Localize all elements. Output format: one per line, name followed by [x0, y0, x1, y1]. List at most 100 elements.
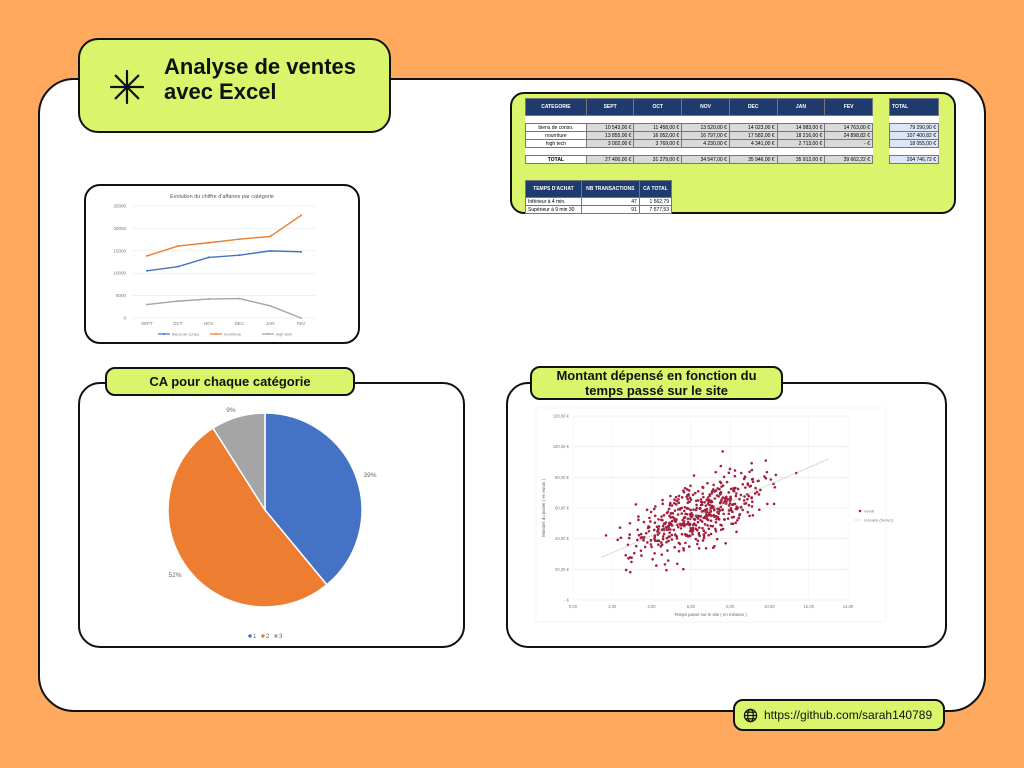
scatter-point [650, 545, 653, 549]
scatter-point [705, 515, 708, 519]
scatter-point [688, 529, 692, 533]
scatter-point [713, 497, 717, 500]
scatter-point [655, 564, 658, 567]
scatter-point [647, 529, 651, 533]
scatter-point [634, 544, 638, 548]
scatter-point [750, 468, 754, 472]
scatter-point [667, 521, 671, 525]
scatter-point [675, 499, 679, 503]
data-point [300, 317, 302, 319]
table-cell: - € [824, 139, 873, 148]
scatter-point [725, 480, 729, 484]
table-cell: 16 797,00 € [681, 131, 730, 140]
scatter-point [763, 475, 766, 478]
scatter-point [711, 524, 715, 528]
time-header-cell: TEMPS D'ACHAT [525, 180, 582, 198]
scatter-point [751, 480, 755, 484]
scatter-point [697, 531, 701, 535]
scatter-point [660, 543, 664, 547]
scatter-point [739, 471, 743, 475]
scatter-point [706, 481, 709, 485]
scatter-point [715, 494, 719, 497]
scatter-point [734, 486, 737, 490]
table-row: Inférieur à 4 min. 47 1 562,79 [525, 197, 673, 206]
scatter-point [637, 515, 640, 518]
scatter-point [696, 499, 700, 502]
pie-slice [211, 412, 266, 513]
scatter-point [710, 490, 714, 493]
series-line [146, 250, 302, 272]
scatter-point [668, 535, 671, 539]
scatter-point [710, 492, 714, 495]
scatter-point [661, 518, 664, 522]
x-tick-label: 2,00 [608, 604, 617, 609]
pie-section-label: CA pour chaque catégorie [105, 367, 355, 396]
scatter-point [717, 518, 721, 521]
data-point [269, 304, 272, 307]
scatter-point [728, 467, 732, 471]
scatter-point [661, 537, 665, 541]
scatter-point [753, 492, 757, 495]
scatter-point [670, 519, 674, 523]
github-link[interactable]: https://github.com/sarah140789 [733, 699, 945, 731]
scatter-point [718, 480, 722, 484]
scatter-point [712, 508, 716, 512]
scatter-point [705, 517, 709, 521]
scatter-point [680, 512, 684, 515]
scatter-point [672, 501, 676, 505]
github-link-text[interactable]: https://github.com/sarah140789 [764, 708, 933, 722]
scatter-point [727, 504, 731, 507]
scatter-point [701, 492, 704, 495]
scatter-point [636, 538, 639, 542]
table-row: biens de conso. 10 543,00 €11 458,00 €13 … [525, 123, 873, 132]
table-cell: 13 520,00 € [681, 123, 730, 132]
scatter-point [723, 518, 726, 521]
scatter-point [747, 503, 751, 507]
scatter-point [639, 549, 643, 552]
scatter-point [675, 537, 679, 540]
y-tick-label: 120,00 € [553, 414, 570, 419]
spacer-row [526, 116, 873, 124]
table-cell: 3 769,00 € [633, 139, 683, 148]
sales-header-cell: FEV [824, 98, 873, 116]
scatter-point [674, 495, 678, 499]
scatter-point [737, 516, 741, 520]
scatter-point [670, 524, 674, 527]
title-line-1: Analyse de ventes [164, 54, 356, 79]
x-tick-label: 12,00 [803, 604, 814, 609]
scatter-label-line-1: Montant dépensé en fonction du [556, 368, 757, 383]
scatter-point [747, 494, 751, 498]
pie-slice [264, 412, 363, 586]
data-point [207, 241, 210, 244]
scatter-point [687, 489, 691, 492]
scatter-point [637, 533, 641, 537]
scatter-point [676, 508, 680, 511]
scatter-point [682, 521, 686, 525]
scatter-point [746, 510, 750, 514]
scatter-point [766, 502, 769, 506]
scatter-point [695, 528, 699, 532]
scatter-point [676, 562, 679, 566]
legend-label: 1 [253, 634, 257, 640]
scatter-point [686, 497, 689, 501]
scatter-point [696, 539, 700, 543]
y-tick-label: 80,00 € [555, 475, 570, 480]
scatter-point [744, 501, 748, 505]
scatter-point [729, 487, 733, 491]
grand-total-cell: 35 946,00 € [728, 155, 778, 164]
sales-header-cell: DEC [728, 98, 778, 116]
scatter-point [750, 496, 754, 499]
scatter-point [668, 514, 671, 518]
x-tick-label: 0,00 [569, 604, 578, 609]
scatter-point [628, 570, 632, 574]
scatter-point [750, 478, 754, 481]
scatter-point [735, 492, 738, 495]
scatter-point [735, 530, 738, 534]
scatter-point [694, 537, 698, 541]
scatter-point [649, 543, 653, 546]
x-tick-label: FEV [297, 321, 306, 326]
table-cell: 17 582,00 € [728, 131, 778, 140]
pie-slice [167, 427, 328, 608]
grand-total-cell: 34 547,00 € [681, 155, 730, 164]
scatter-point [709, 513, 712, 517]
